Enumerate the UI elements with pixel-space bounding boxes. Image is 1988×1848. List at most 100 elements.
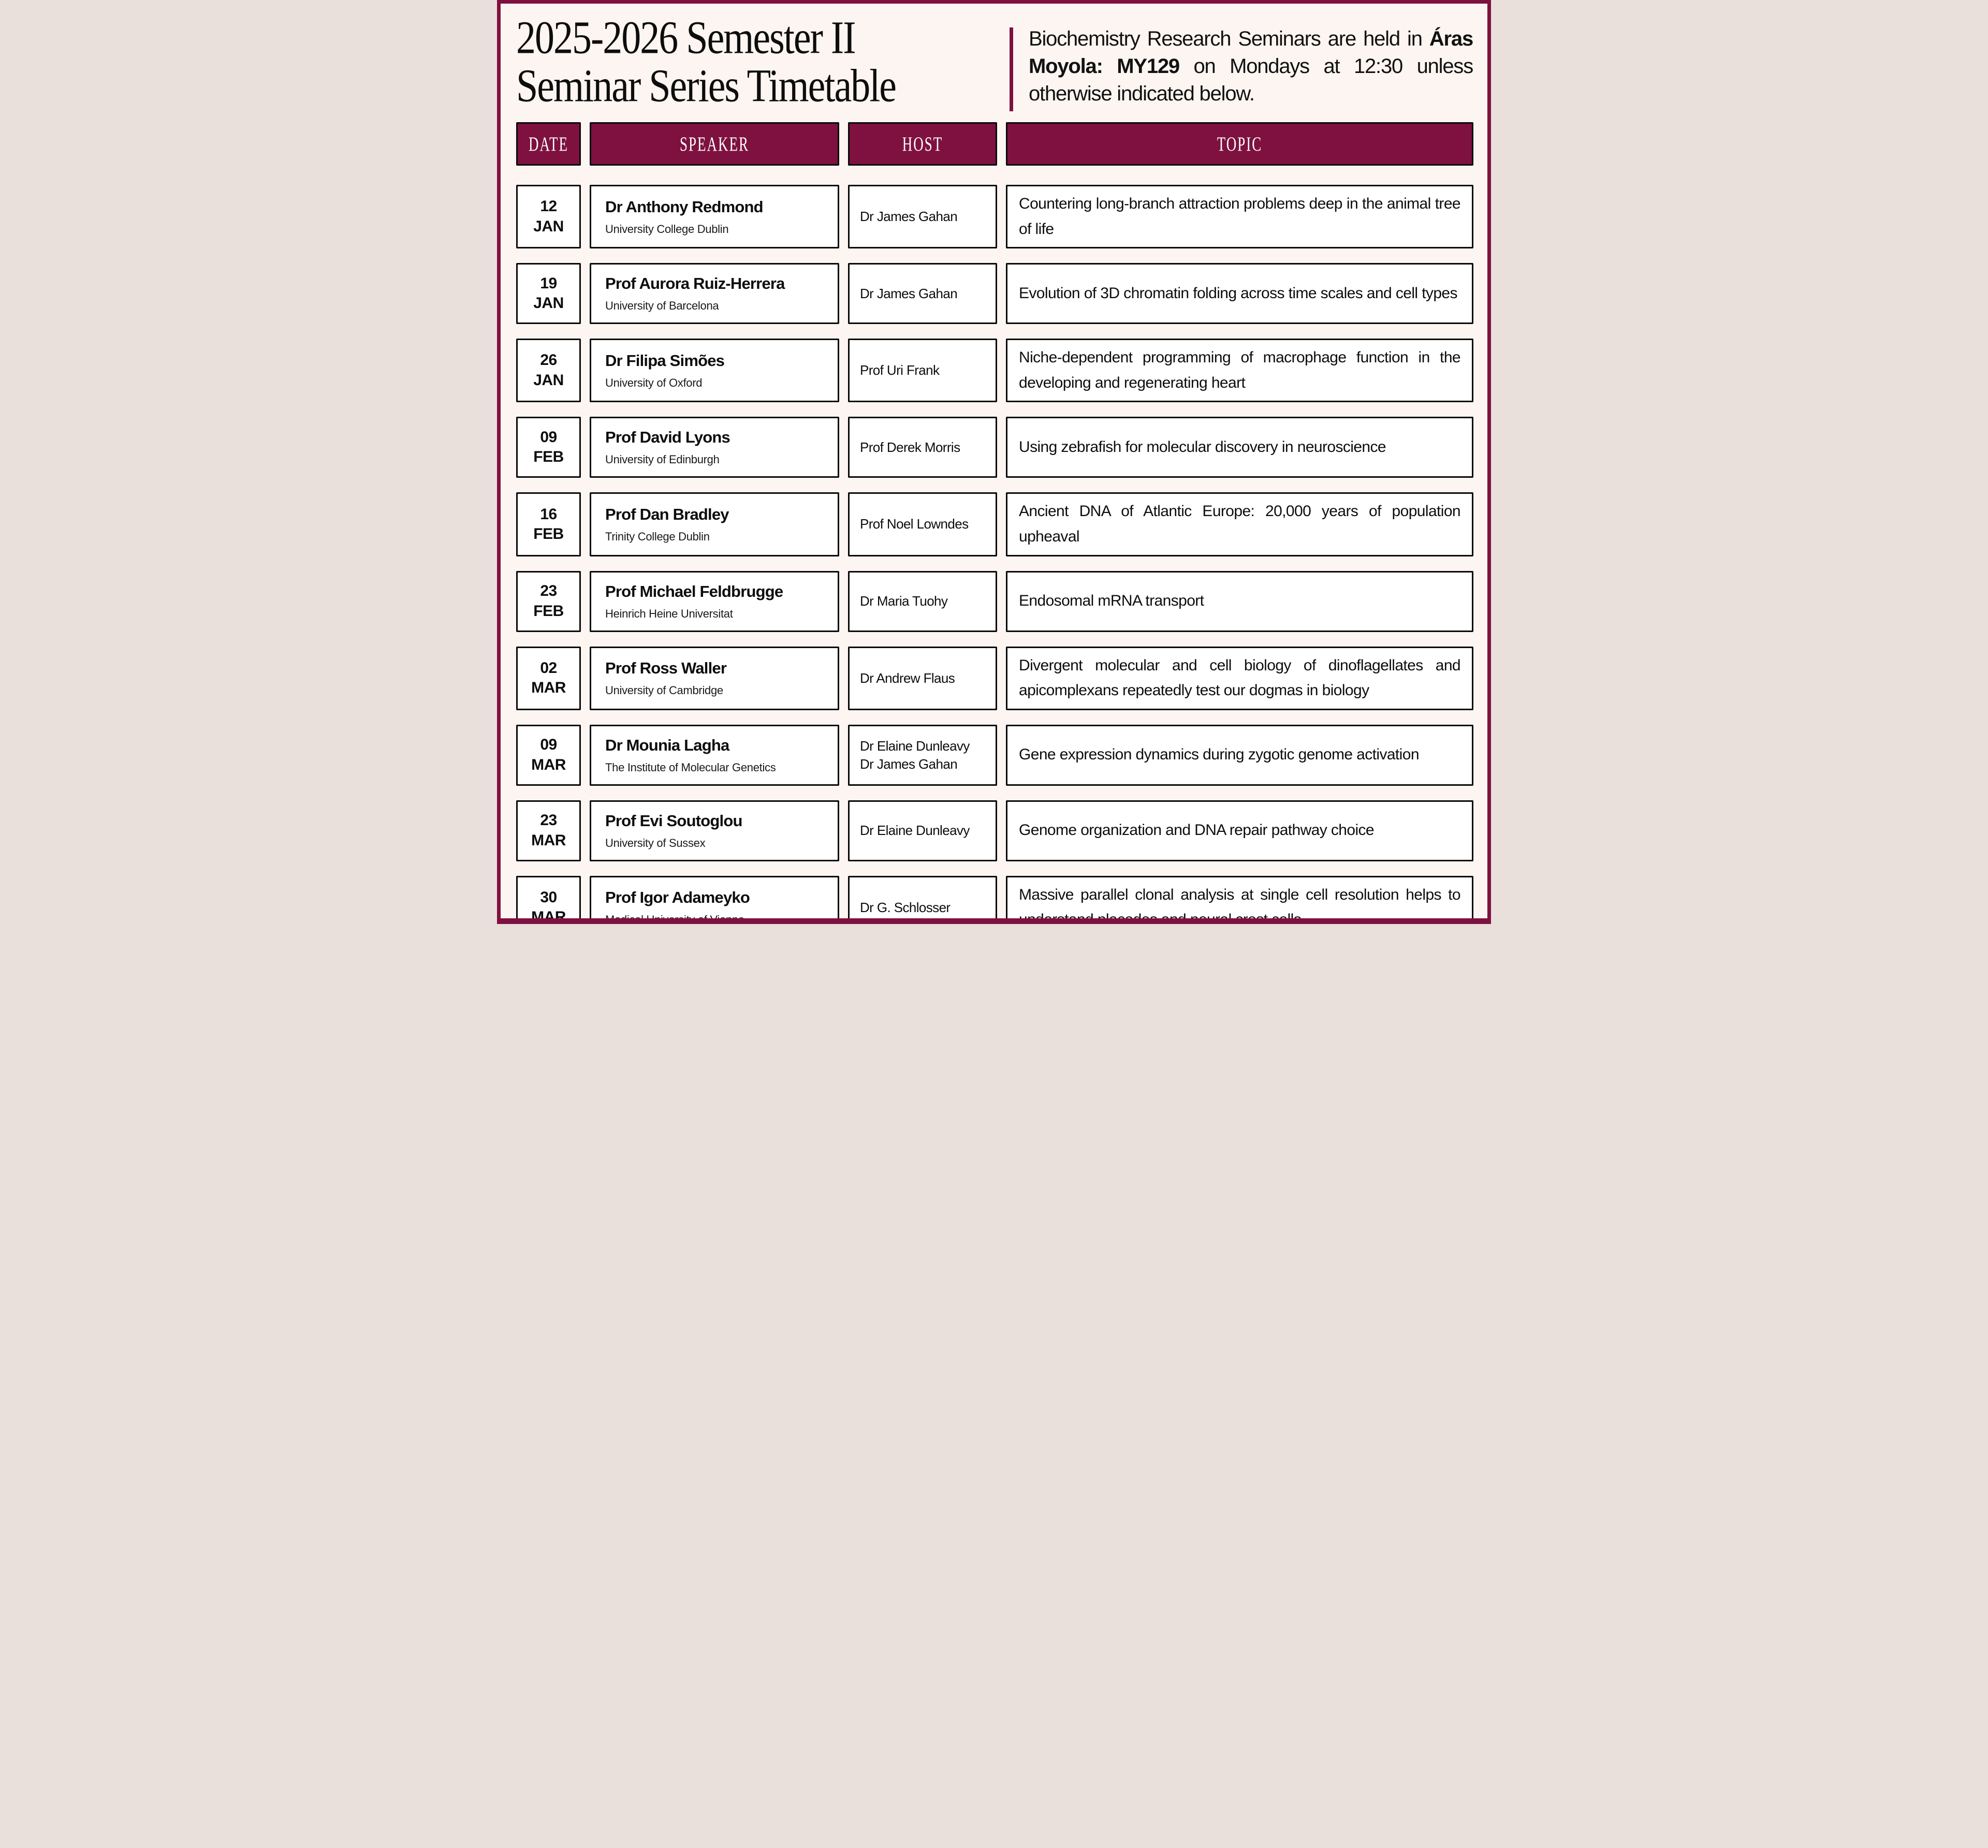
speaker-name: Prof Michael Feldbrugge: [605, 582, 783, 600]
topic-text: Countering long-branch attraction proble…: [1019, 195, 1461, 238]
speaker-name: Prof Dan Bradley: [605, 505, 729, 523]
date-day: 16: [540, 505, 557, 523]
date-cell: 09 FEB: [516, 417, 581, 478]
speaker-affiliation: Heinrich Heine Universitat: [605, 607, 733, 620]
host-name: Dr James Gahan: [860, 756, 958, 772]
topic-cell: Genome organization and DNA repair pathw…: [1006, 800, 1473, 861]
date-cell: 19 JAN: [516, 263, 581, 325]
intro-text-post: on Mondays at 12:30 unless otherwise ind…: [1029, 54, 1473, 105]
speaker-name: Prof Evi Soutoglou: [605, 811, 742, 830]
column-header-date: DATE: [516, 122, 581, 166]
host-cell: Dr G. Schlosser: [848, 875, 997, 918]
date-cell: 26 JAN: [516, 339, 581, 403]
host-name: Dr James Gahan: [860, 285, 958, 301]
date-month: MAR: [531, 831, 566, 849]
date-day: 02: [540, 659, 557, 677]
speaker-affiliation: University of Cambridge: [605, 684, 723, 697]
topic-text: Endosomal mRNA transport: [1019, 592, 1204, 610]
host-name: Dr James Gahan: [860, 209, 958, 225]
topic-cell: Evolution of 3D chromatin folding across…: [1006, 263, 1473, 325]
page-header: 2025-2026 Semester II Seminar Series Tim…: [501, 4, 1487, 120]
topic-text: Massive parallel clonal analysis at sing…: [1019, 886, 1461, 924]
date-day: 23: [540, 582, 557, 600]
speaker-cell: Prof Ross Waller University of Cambridge: [590, 646, 839, 710]
speaker-name: Dr Mounia Lagha: [605, 736, 729, 754]
date-cell: 23 MAR: [516, 800, 581, 861]
speaker-affiliation: University of Edinburgh: [605, 453, 720, 466]
host-name: Prof Derek Morris: [860, 439, 960, 455]
speaker-name: Prof Aurora Ruiz-Herrera: [605, 274, 785, 293]
date-day: 30: [540, 888, 557, 906]
date-month: JAN: [533, 295, 564, 312]
topic-cell: Countering long-branch attraction proble…: [1006, 185, 1473, 249]
host-name: Dr Elaine Dunleavy: [860, 738, 970, 754]
date-day: 19: [540, 274, 557, 292]
speaker-affiliation: Medical University of Vienna: [605, 913, 744, 924]
column-header-speaker: SPEAKER: [590, 122, 839, 166]
speaker-cell: Dr Anthony Redmond University College Du…: [590, 185, 839, 249]
host-cell: Dr James Gahan: [848, 185, 997, 249]
speaker-cell: Dr Filipa Simões University of Oxford: [590, 339, 839, 403]
header-divider: [1010, 27, 1013, 111]
date-cell: 16 FEB: [516, 492, 581, 556]
date-day: 23: [540, 812, 557, 829]
topic-cell: Gene expression dynamics during zygotic …: [1006, 724, 1473, 786]
speaker-cell: Prof Dan Bradley Trinity College Dublin: [590, 492, 839, 556]
date-day: 12: [540, 198, 557, 215]
host-cell: Prof Noel Lowndes: [848, 492, 997, 556]
date-day: 09: [540, 736, 557, 754]
date-month: MAR: [531, 756, 566, 773]
column-header-topic: TOPIC: [1006, 122, 1473, 166]
speaker-name: Prof Ross Waller: [605, 659, 727, 678]
date-cell: 09 MAR: [516, 724, 581, 786]
topic-cell: Endosomal mRNA transport: [1006, 570, 1473, 632]
page-title: 2025-2026 Semester II Seminar Series Tim…: [516, 12, 1010, 112]
host-name: Dr Elaine Dunleavy: [860, 823, 970, 839]
intro-text: Biochemistry Research Seminars are held …: [1013, 25, 1473, 107]
intro-text-location: Áras Moyola: MY129: [1029, 27, 1473, 78]
date-month: JAN: [533, 371, 564, 389]
date-month: JAN: [533, 217, 564, 235]
date-cell: 12 JAN: [516, 185, 581, 249]
speaker-cell: Prof Michael Feldbrugge Heinrich Heine U…: [590, 570, 839, 632]
speaker-cell: Prof Evi Soutoglou University of Sussex: [590, 800, 839, 861]
topic-text: Niche-dependent programming of macrophag…: [1019, 349, 1461, 391]
date-day: 26: [540, 351, 557, 369]
speaker-affiliation: University of Sussex: [605, 836, 706, 849]
topic-text: Using zebrafish for molecular discovery …: [1019, 438, 1386, 456]
date-month: MAR: [531, 908, 566, 924]
table-header-row: DATE SPEAKER HOST TOPIC: [501, 122, 1487, 166]
host-name: Dr Andrew Flaus: [860, 670, 955, 686]
column-header-host: HOST: [848, 122, 997, 166]
topic-cell: Ancient DNA of Atlantic Europe: 20,000 y…: [1006, 492, 1473, 556]
topic-cell: Using zebrafish for molecular discovery …: [1006, 417, 1473, 478]
host-name: Dr Maria Tuohy: [860, 593, 948, 609]
page-title-line2: Seminar Series Timetable: [516, 60, 897, 112]
date-month: MAR: [531, 679, 566, 697]
speaker-affiliation: University of Oxford: [605, 376, 703, 389]
topic-cell: Massive parallel clonal analysis at sing…: [1006, 875, 1473, 924]
page-title-line1: 2025-2026 Semester II: [516, 12, 856, 64]
speaker-affiliation: University of Barcelona: [605, 299, 719, 313]
host-cell: Dr Maria Tuohy: [848, 570, 997, 632]
host-name: Dr G. Schlosser: [860, 899, 951, 915]
topic-text: Divergent molecular and cell biology of …: [1019, 656, 1461, 699]
topic-text: Gene expression dynamics during zygotic …: [1019, 746, 1420, 764]
host-cell: Prof Derek Morris: [848, 417, 997, 478]
host-cell: Dr Andrew Flaus: [848, 646, 997, 710]
speaker-affiliation: The Institute of Molecular Genetics: [605, 760, 776, 774]
speaker-affiliation: University College Dublin: [605, 222, 729, 236]
date-cell: 02 MAR: [516, 646, 581, 710]
speaker-name: Dr Filipa Simões: [605, 351, 725, 370]
host-cell: Dr Elaine Dunleavy: [848, 800, 997, 861]
speaker-cell: Prof David Lyons University of Edinburgh: [590, 417, 839, 478]
date-cell: 23 FEB: [516, 570, 581, 632]
date-month: FEB: [533, 602, 564, 620]
topic-text: Ancient DNA of Atlantic Europe: 20,000 y…: [1019, 503, 1461, 545]
topic-text: Genome organization and DNA repair pathw…: [1019, 822, 1375, 839]
speaker-name: Dr Anthony Redmond: [605, 197, 764, 216]
intro-text-pre: Biochemistry Research Seminars are held …: [1029, 27, 1429, 50]
speaker-cell: Prof Aurora Ruiz-Herrera University of B…: [590, 263, 839, 325]
speaker-cell: Prof Igor Adameyko Medical University of…: [590, 875, 839, 924]
date-month: FEB: [533, 448, 564, 466]
